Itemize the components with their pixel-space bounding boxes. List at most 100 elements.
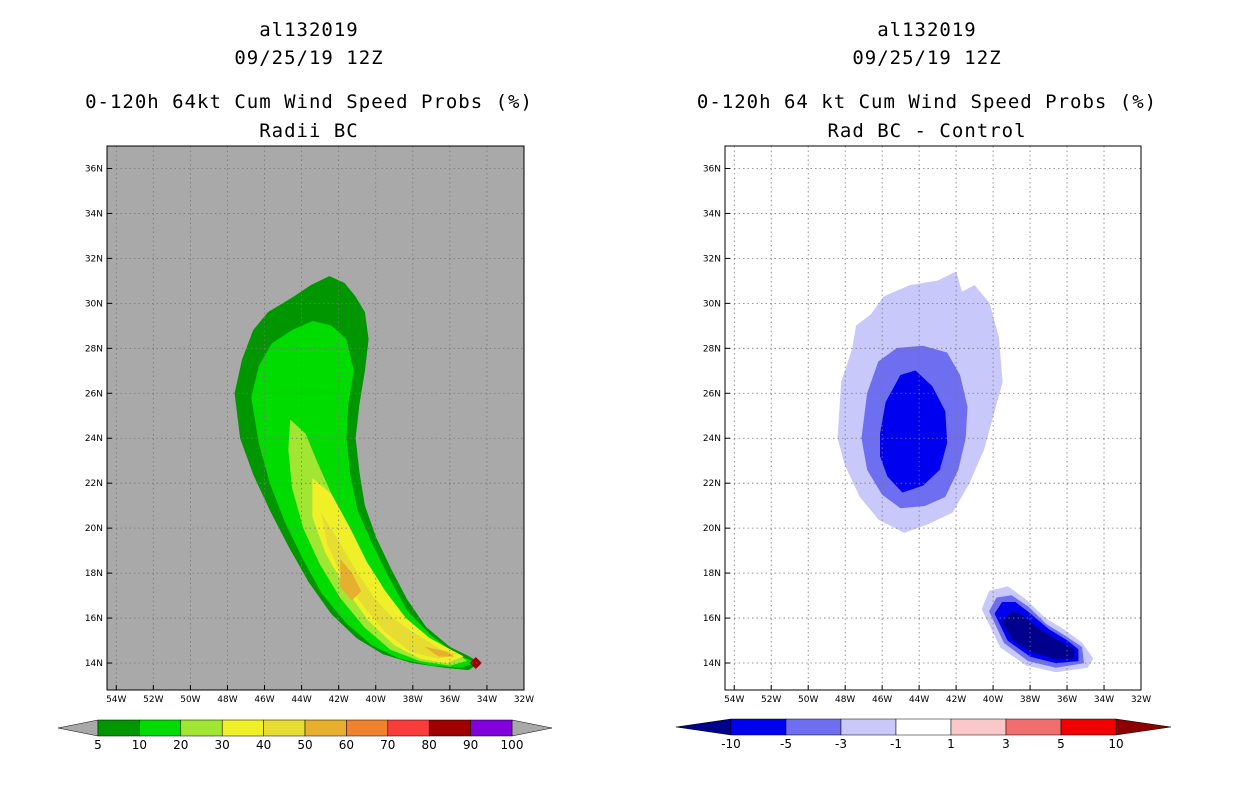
y-tick-label: 28N [703,344,721,354]
grid-lines [107,146,524,690]
colorbar-swatch [97,719,140,737]
grid-lines [725,146,1141,690]
y-tick-label: 28N [85,344,103,354]
y-tick-label: 34N [85,209,103,219]
panel-rad-bc-control: al132019 09/25/19 12Z 0-120h 64 kt Cum W… [618,0,1236,800]
y-tick-label: 22N [703,479,721,489]
x-tick-label: 38W [1020,695,1040,705]
contour-layer [234,276,482,671]
colorbar-swatch [304,719,347,737]
contour-region-neg10 [1001,610,1075,659]
colorbar-swatch [950,718,1007,736]
x-tick-label: 50W [180,695,200,705]
x-tick-label: 52W [761,695,781,705]
colorbar-label: 50 [297,738,312,752]
colorbar-swatch [895,718,952,736]
colorbar-label: 60 [339,738,354,752]
x-tick-label: 40W [366,695,386,705]
chart-subtitle: Radii BC [259,120,359,142]
colorbar-label: 90 [463,738,478,752]
x-tick-label: 50W [798,695,818,705]
x-tick-label: 54W [724,695,744,705]
chart-subtitle: Rad BC - Control [827,120,1027,142]
colorbar-label: 40 [256,738,271,752]
y-tick-label: 36N [703,164,721,174]
colorbar-label: 30 [215,738,230,752]
x-tick-label: 54W [106,695,126,705]
colorbar-swatch [139,719,182,737]
colorbar-swatch [840,718,897,736]
contour-region-50 [425,646,454,657]
x-tick-label: 42W [946,695,966,705]
contour-region-neg5 [879,370,948,493]
x-tick-label: 48W [217,695,237,705]
colorbar-label: 5 [94,738,102,752]
forecast-date: 09/25/19 12Z [852,47,1002,69]
colorbar-label: 20 [173,738,188,752]
colorbar-swatch [470,719,513,737]
x-tick-label: 34W [477,695,497,705]
y-tick-label: 36N [85,164,103,174]
colorbar-swatch [785,718,842,736]
colorbar-label: 10 [132,738,147,752]
map-plot-radii-bc: 54W 52W 50W 48W 46W 44W 42W 40W 38W 36W 34W 32W 14N 1… [57,145,553,752]
colorbar-high-arrow [511,719,553,737]
colorbar-swatch [221,719,264,737]
colorbar-label: -5 [780,737,792,751]
colorbar-label: 100 [501,738,524,752]
y-tick-label: 32N [85,254,103,264]
colorbar-label: 5 [1057,737,1065,751]
contour-region-10 [251,320,477,668]
x-tick-label: 44W [909,695,929,705]
y-tick-label: 34N [703,209,721,219]
y-tick-label: 26N [703,389,721,399]
colorbar-label: 3 [1002,737,1010,751]
colorbar-label: 70 [380,738,395,752]
colorbar-high-arrow [1115,718,1172,736]
colorbar-swatch [730,718,787,736]
y-tick-label: 22N [85,479,103,489]
colorbar-label: 1 [947,737,955,751]
colorbar-label: 80 [422,738,437,752]
y-tick-label: 20N [85,524,103,534]
colorbar-swatch [1060,718,1117,736]
x-tick-label: 48W [835,695,855,705]
y-tick-label: 14N [85,659,103,669]
colorbar-swatch [428,719,471,737]
colorbar-swatch [1005,718,1062,736]
colorbar-low-arrow [675,718,732,736]
x-tick-label: 36W [1057,695,1077,705]
y-tick-label: 24N [85,434,103,444]
x-tick-label: 42W [328,695,348,705]
colorbar-label: -1 [890,737,902,751]
y-tick-label: 30N [703,299,721,309]
x-tick-label: 46W [254,695,274,705]
chart-title: 0-120h 64 kt Cum Wind Speed Probs (%) [696,91,1158,113]
contour-layer [837,271,1094,673]
y-tick-label: 18N [85,569,103,579]
plot-frame [724,145,1142,691]
storm-id: al132019 [259,19,359,41]
colorbar-label: 10 [1108,737,1123,751]
colorbar-swatch [346,719,389,737]
x-tick-label: 32W [514,695,534,705]
y-tick-label: 16N [85,614,103,624]
x-tick-label: 52W [143,695,163,705]
colorbar-swatch [180,719,223,737]
x-tick-label: 44W [291,695,311,705]
panel-radii-bc: al132019 09/25/19 12Z 0-120h 64kt Cum Wi… [57,19,553,752]
x-tick-label: 38W [403,695,423,705]
colorbar-swatch [387,719,430,737]
chart-title: 0-120h 64kt Cum Wind Speed Probs (%) [85,91,533,113]
y-tick-label: 14N [703,659,721,669]
x-tick-label: 36W [440,695,460,705]
colorbar-label: -10 [721,737,741,751]
colorbar-low-arrow [57,719,99,737]
map-plot-rad-bc-control: 54W 52W 50W 48W 46W 44W 42W 40W 38W 36W 34W 32W 14N 1… [675,145,1172,751]
contour-region-50 [340,559,362,601]
y-tick-label: 24N [703,434,721,444]
y-tick-label: 16N [703,614,721,624]
forecast-date: 09/25/19 12Z [234,47,384,69]
colorbar-swatch [263,719,306,737]
plot-frame [106,145,525,691]
